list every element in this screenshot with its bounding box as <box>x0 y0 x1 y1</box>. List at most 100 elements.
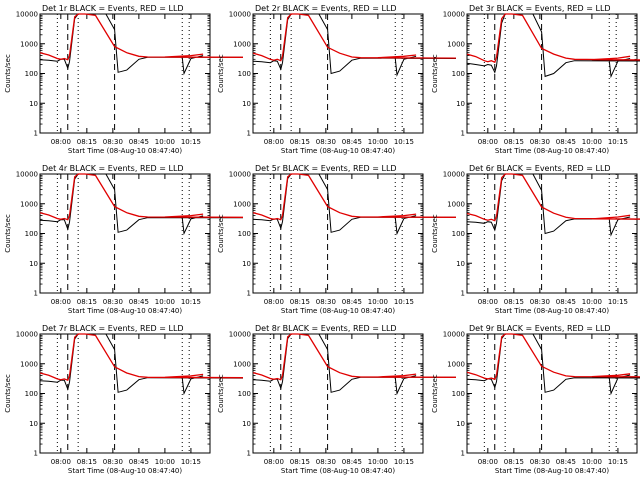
y-axis-label: Counts/sec <box>217 374 225 413</box>
x-tick-label: 08:00 <box>264 138 284 146</box>
x-axis-label: Start Time (08-Aug-10 08:47:40) <box>68 147 182 155</box>
x-tick-label: 10:00 <box>368 138 388 146</box>
x-tick-label: 08:15 <box>504 138 524 146</box>
y-tick-label: 10000 <box>443 11 465 19</box>
x-tick-label: 08:15 <box>290 298 310 306</box>
x-tick-label: 10:15 <box>394 298 414 306</box>
y-tick-label: 10000 <box>443 331 465 339</box>
x-tick-label: 10:15 <box>181 458 201 466</box>
series-line-lld <box>466 333 640 381</box>
series-line-events <box>39 333 244 396</box>
x-tick-label: 10:15 <box>608 298 628 306</box>
x-tick-label: 10:00 <box>155 298 175 306</box>
y-tick-label: 10000 <box>229 171 251 179</box>
x-tick-label: 10:00 <box>155 138 175 146</box>
y-axis-label: Counts/sec <box>217 214 225 253</box>
y-tick-label: 10000 <box>16 171 38 179</box>
y-tick-label: 1 <box>461 290 465 298</box>
x-tick-label: 08:45 <box>342 138 362 146</box>
y-tick-label: 1000 <box>233 40 251 48</box>
x-axis-label: Start Time (08-Aug-10 08:47:40) <box>495 467 609 475</box>
y-tick-label: 1 <box>461 130 465 138</box>
x-axis-label: Start Time (08-Aug-10 08:47:40) <box>495 307 609 315</box>
y-tick-label: 1 <box>34 450 38 458</box>
x-tick-label: 08:45 <box>129 298 149 306</box>
x-axis-label: Start Time (08-Aug-10 08:47:40) <box>281 467 395 475</box>
y-tick-label: 10 <box>29 260 38 268</box>
y-tick-label: 100 <box>25 230 38 238</box>
series-line-events <box>466 173 640 237</box>
panel-title: Det 4r BLACK = Events, RED = LLD <box>42 164 184 173</box>
x-tick-label: 08:30 <box>530 138 550 146</box>
y-tick-label: 1000 <box>20 200 38 208</box>
x-tick-label: 08:30 <box>530 458 550 466</box>
panel-4: Det 4r BLACK = Events, RED = LLD 1 10 100 10… <box>4 164 244 315</box>
y-tick-label: 100 <box>25 70 38 78</box>
panel-1: Det 1r BLACK = Events, RED = LLD 1 10 100 10… <box>4 4 244 155</box>
x-tick-label: 10:15 <box>608 458 628 466</box>
series-line-lld <box>39 173 244 221</box>
y-tick-label: 10 <box>456 100 465 108</box>
y-axis-label: Counts/sec <box>4 214 12 253</box>
series-line-lld <box>252 13 457 62</box>
x-tick-label: 08:00 <box>51 138 71 146</box>
y-tick-label: 1000 <box>20 360 38 368</box>
y-tick-label: 1 <box>247 130 251 138</box>
x-tick-label: 08:45 <box>342 458 362 466</box>
x-tick-label: 08:30 <box>103 298 123 306</box>
x-axis-label: Start Time (08-Aug-10 08:47:40) <box>495 147 609 155</box>
series-line-lld <box>39 13 244 61</box>
y-tick-label: 1000 <box>20 40 38 48</box>
y-tick-label: 10 <box>242 100 251 108</box>
x-tick-label: 08:15 <box>290 458 310 466</box>
x-tick-label: 08:15 <box>290 138 310 146</box>
x-tick-label: 10:00 <box>368 298 388 306</box>
y-axis-label: Counts/sec <box>431 54 439 93</box>
y-tick-label: 1 <box>34 130 38 138</box>
x-tick-label: 08:15 <box>504 298 524 306</box>
y-tick-label: 10000 <box>229 331 251 339</box>
panel-7: Det 7r BLACK = Events, RED = LLD 1 10 100 10… <box>4 324 244 475</box>
panel-title: Det 3r BLACK = Events, RED = LLD <box>469 4 611 13</box>
x-tick-label: 08:30 <box>316 458 336 466</box>
x-tick-label: 08:45 <box>556 298 576 306</box>
y-tick-label: 10 <box>29 100 38 108</box>
x-tick-label: 08:45 <box>556 138 576 146</box>
panel-3: Det 3r BLACK = Events, RED = LLD 1 10 100 10… <box>431 4 640 155</box>
x-axis-label: Start Time (08-Aug-10 08:47:40) <box>281 307 395 315</box>
series-line-events <box>466 13 640 79</box>
y-tick-label: 100 <box>452 70 465 78</box>
y-tick-label: 1 <box>461 450 465 458</box>
y-tick-label: 100 <box>238 390 251 398</box>
panel-8: Det 8r BLACK = Events, RED = LLD 1 10 100 10… <box>217 324 457 475</box>
x-tick-label: 10:15 <box>608 138 628 146</box>
x-axis-label: Start Time (08-Aug-10 08:47:40) <box>68 467 182 475</box>
x-tick-label: 08:15 <box>77 458 97 466</box>
y-tick-label: 10 <box>242 420 251 428</box>
x-tick-label: 08:15 <box>77 298 97 306</box>
x-tick-label: 08:45 <box>556 458 576 466</box>
x-tick-label: 08:30 <box>316 298 336 306</box>
x-tick-label: 10:00 <box>582 298 602 306</box>
panel-title: Det 7r BLACK = Events, RED = LLD <box>42 324 184 333</box>
x-axis-label: Start Time (08-Aug-10 08:47:40) <box>68 307 182 315</box>
y-axis-label: Counts/sec <box>4 54 12 93</box>
x-tick-label: 10:00 <box>155 458 175 466</box>
panel-6: Det 6r BLACK = Events, RED = LLD 1 10 100 10… <box>431 164 640 315</box>
y-axis-label: Counts/sec <box>4 374 12 413</box>
series-line-lld <box>39 333 244 382</box>
y-tick-label: 10000 <box>229 11 251 19</box>
y-axis-label: Counts/sec <box>431 374 439 413</box>
panel-title: Det 6r BLACK = Events, RED = LLD <box>469 164 611 173</box>
panel-title: Det 1r BLACK = Events, RED = LLD <box>42 4 184 13</box>
panel-5: Det 5r BLACK = Events, RED = LLD 1 10 100 10… <box>217 164 457 315</box>
y-tick-label: 1000 <box>233 360 251 368</box>
y-tick-label: 1000 <box>447 200 465 208</box>
y-axis-label: Counts/sec <box>217 54 225 93</box>
y-tick-label: 1000 <box>233 200 251 208</box>
y-tick-label: 10000 <box>16 331 38 339</box>
x-tick-label: 08:00 <box>478 458 498 466</box>
series-line-lld <box>252 333 457 381</box>
x-tick-label: 08:00 <box>264 298 284 306</box>
